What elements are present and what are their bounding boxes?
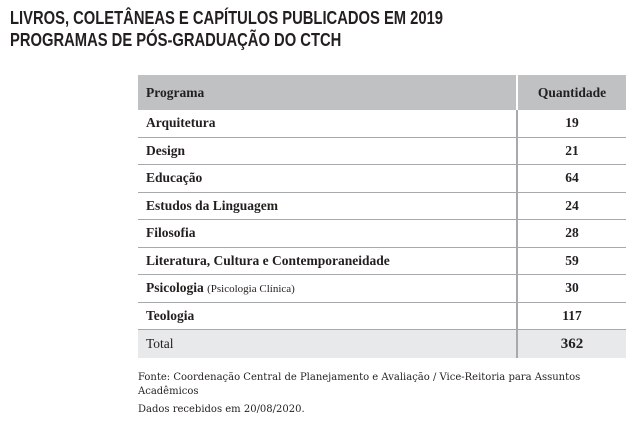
quantidade-cell: 24 (516, 192, 626, 220)
table-header: Programa Quantidade (138, 75, 626, 110)
source-line-2: Acadêmicos (138, 386, 199, 397)
title-line-2: PROGRAMAS DE PÓS-GRADUAÇÃO DO CTCH (10, 30, 342, 50)
table-row: Design 21 (138, 137, 626, 165)
programa-cell: Literatura, Cultura e Contemporaneidade (138, 247, 517, 275)
quantidade-cell: 21 (516, 137, 626, 165)
quantidade-cell: 30 (516, 274, 626, 303)
table-row: Teologia 117 (138, 302, 626, 330)
table-row: Estudos da Linguagem 24 (138, 192, 626, 220)
programa-cell: Psicologia (Psicologia Clínica) (138, 274, 517, 303)
header-programa: Programa (138, 75, 517, 110)
programa-cell: Estudos da Linguagem (138, 192, 517, 220)
publications-table: Programa Quantidade Arquitetura 19 Design… (138, 75, 626, 358)
programa-name: Psicologia (146, 280, 204, 296)
programa-cell: Teologia (138, 302, 517, 330)
quantidade-cell: 28 (516, 219, 626, 248)
quantidade-cell: 64 (516, 164, 626, 193)
total-label: Total (138, 329, 517, 358)
programa-cell: Educação (138, 164, 517, 193)
table-row: Psicologia (Psicologia Clínica) 30 (138, 274, 626, 303)
table-row: Educação 64 (138, 164, 626, 193)
data-date: Dados recebidos em 20/08/2020. (138, 404, 305, 415)
table-row: Arquitetura 19 (138, 110, 626, 138)
source-line-1: Fonte: Coordenação Central de Planejamen… (138, 372, 581, 383)
table-row: Literatura, Cultura e Contemporaneidade 5… (138, 247, 626, 275)
title-line-1: LIVROS, COLETÂNEAS E CAPÍTULOS PUBLICADO… (10, 8, 444, 28)
quantidade-cell: 117 (516, 302, 626, 330)
table-row: Filosofia 28 (138, 219, 626, 248)
quantidade-cell: 59 (516, 247, 626, 275)
header-quantidade: Quantidade (516, 75, 626, 110)
total-row: Total 362 (138, 329, 626, 358)
programa-note: (Psicologia Clínica) (207, 283, 295, 296)
quantidade-cell: 19 (516, 110, 626, 138)
total-value: 362 (516, 329, 626, 358)
programa-cell: Arquitetura (138, 110, 517, 138)
programa-cell: Filosofia (138, 219, 517, 248)
programa-cell: Design (138, 137, 517, 165)
